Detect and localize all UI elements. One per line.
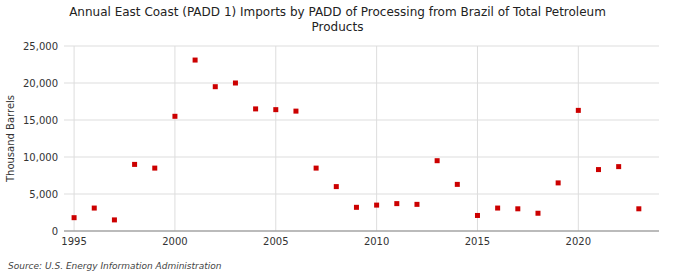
point (233, 81, 238, 86)
point (152, 166, 157, 171)
x-tick-label: 2020 (566, 236, 591, 247)
y-tick-label: 15,000 (23, 115, 58, 126)
point (334, 184, 339, 189)
point (253, 106, 258, 111)
point (132, 162, 137, 167)
y-tick-label: 0 (52, 226, 58, 237)
y-tick-label: 5,000 (29, 189, 58, 200)
x-grid-line (477, 46, 478, 231)
point (374, 203, 379, 208)
point (576, 108, 581, 113)
point (172, 114, 177, 119)
y-grid-line (64, 194, 659, 195)
point (112, 217, 117, 222)
y-tick-label: 25,000 (23, 41, 58, 52)
source: Source: U.S. Energy Information Administ… (8, 261, 222, 271)
title: Annual East Coast (PADD 1) Imports by PA… (69, 5, 606, 34)
y-axis-label: Thousand Barrels (5, 95, 16, 183)
y-grid-line (64, 46, 659, 47)
point (72, 215, 77, 220)
y-grid-line (64, 120, 659, 121)
y-grid-line (64, 83, 659, 84)
x-grid-line (74, 46, 75, 231)
y-tick-label: 10,000 (23, 152, 58, 163)
point (556, 180, 561, 185)
x-axis-line (64, 231, 659, 232)
x-grid-line (275, 46, 276, 231)
point (213, 84, 218, 89)
point (636, 206, 641, 211)
x-grid-line (578, 46, 579, 231)
point (475, 213, 480, 218)
point (273, 107, 278, 112)
point (293, 109, 298, 114)
point (414, 202, 419, 207)
point (616, 164, 621, 169)
x-tick-label: 1995 (61, 236, 86, 247)
point (314, 166, 319, 171)
x-tick-label: 2010 (364, 236, 389, 247)
x-tick-label: 2005 (263, 236, 288, 247)
point (435, 158, 440, 163)
x-grid-line (174, 46, 175, 231)
point (354, 205, 359, 210)
point (495, 206, 500, 211)
y-grid-line (64, 157, 659, 158)
points (72, 58, 642, 223)
x-tick-label: 2015 (465, 236, 490, 247)
point (193, 58, 198, 63)
point (92, 206, 97, 211)
point (596, 167, 601, 172)
y-grid-line (64, 231, 659, 232)
point (515, 206, 520, 211)
x-tick-label: 2000 (162, 236, 187, 247)
grid (64, 46, 659, 231)
point (394, 201, 399, 206)
y-tick-label: 20,000 (23, 78, 58, 89)
point (455, 182, 460, 187)
chart: Annual East Coast (PADD 1) Imports by PA… (0, 0, 675, 275)
point (535, 211, 540, 216)
